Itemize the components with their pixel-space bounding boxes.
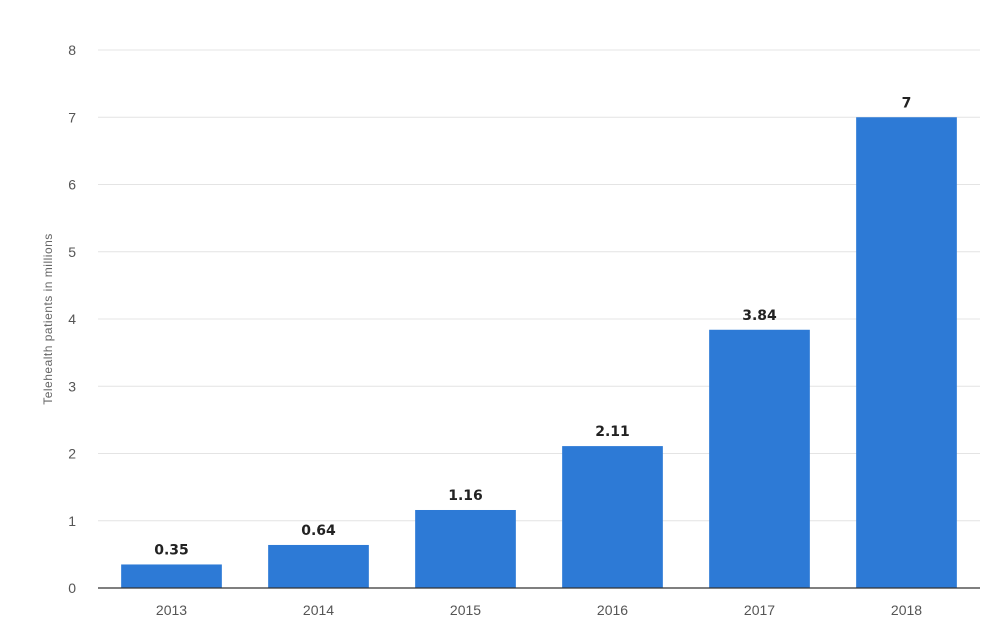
y-tick-label: 7 [68,109,76,125]
y-tick-label: 8 [68,42,76,58]
y-axis-title: Telehealth patients in millions [41,233,55,405]
data-label-2014: 0.64 [301,523,336,539]
bar-2014 [268,544,369,588]
x-tick-label-2016: 2016 [597,602,628,618]
y-axis-ticks: 0 1 2 3 4 5 6 7 8 [68,42,76,596]
gridlines [98,49,980,522]
data-label-2015: 1.16 [448,488,483,504]
bar-2016 [562,446,663,588]
y-tick-label: 1 [68,513,76,529]
data-label-2018: 7 [902,95,912,111]
bar-2018 [856,117,957,588]
x-axis-ticks: 2013 2014 2015 2016 2017 2018 [156,602,922,618]
y-tick-label: 3 [68,378,76,394]
x-tick-label-2015: 2015 [450,602,481,618]
data-label-2016: 2.11 [595,424,630,440]
x-tick-label-2017: 2017 [744,602,775,618]
y-tick-label: 4 [68,311,76,327]
y-tick-label: 5 [68,244,76,260]
data-label-2013: 0.35 [154,542,189,558]
x-tick-label-2018: 2018 [891,602,922,618]
x-tick-label-2014: 2014 [303,602,334,618]
data-label-2017: 3.84 [742,308,777,324]
bar-2013 [121,564,222,588]
data-labels: 0.35 0.64 1.16 2.11 3.84 7 [154,95,911,558]
bar-2017 [709,329,810,588]
y-tick-label: 2 [68,446,76,462]
bars [121,117,957,588]
bar-2015 [415,509,516,588]
x-tick-label-2013: 2013 [156,602,187,618]
y-tick-label: 0 [68,580,76,596]
y-tick-label: 6 [68,177,76,193]
